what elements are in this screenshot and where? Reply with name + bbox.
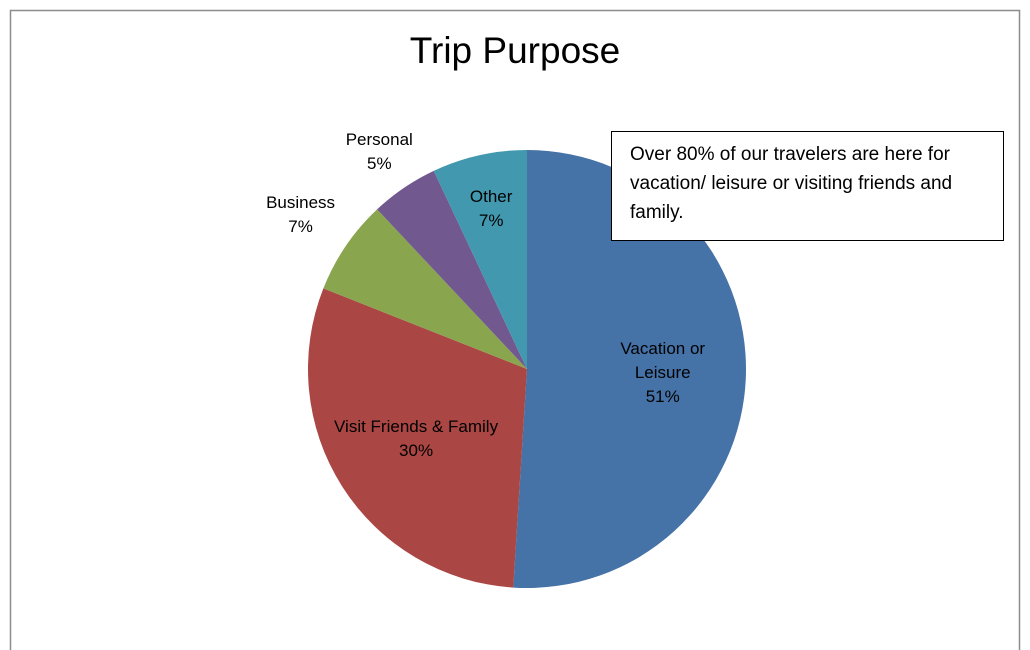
data-label: Other 7% xyxy=(456,185,526,233)
data-label: Vacation or Leisure 51% xyxy=(603,337,723,409)
chart-title: Trip Purpose xyxy=(409,30,621,71)
value-label: 7% xyxy=(288,217,313,237)
pie xyxy=(308,150,747,589)
data-label: Business 7% xyxy=(246,191,356,239)
data-label: Visit Friends & Family 30% xyxy=(331,415,501,463)
pie-slice xyxy=(513,150,747,589)
value-label: 5% xyxy=(366,153,392,173)
chart-border xyxy=(9,9,1021,650)
category-label: Visit Friends & Family xyxy=(334,417,499,437)
category-label: Vacation or Leisure xyxy=(620,339,706,383)
value-label: 7% xyxy=(478,210,504,230)
category-label: Personal xyxy=(345,129,413,149)
value-label: 51% xyxy=(645,387,680,407)
value-label: 30% xyxy=(399,441,434,461)
pie-slice xyxy=(323,209,527,369)
category-label: Business xyxy=(266,193,336,213)
pie-slice xyxy=(308,288,527,588)
category-label: Other xyxy=(469,186,513,206)
data-label: Personal 5% xyxy=(324,128,434,176)
pie-slice xyxy=(433,150,527,369)
pie-slice xyxy=(377,170,527,369)
annotation: Over 80% of our travelers are here for v… xyxy=(611,131,1004,241)
